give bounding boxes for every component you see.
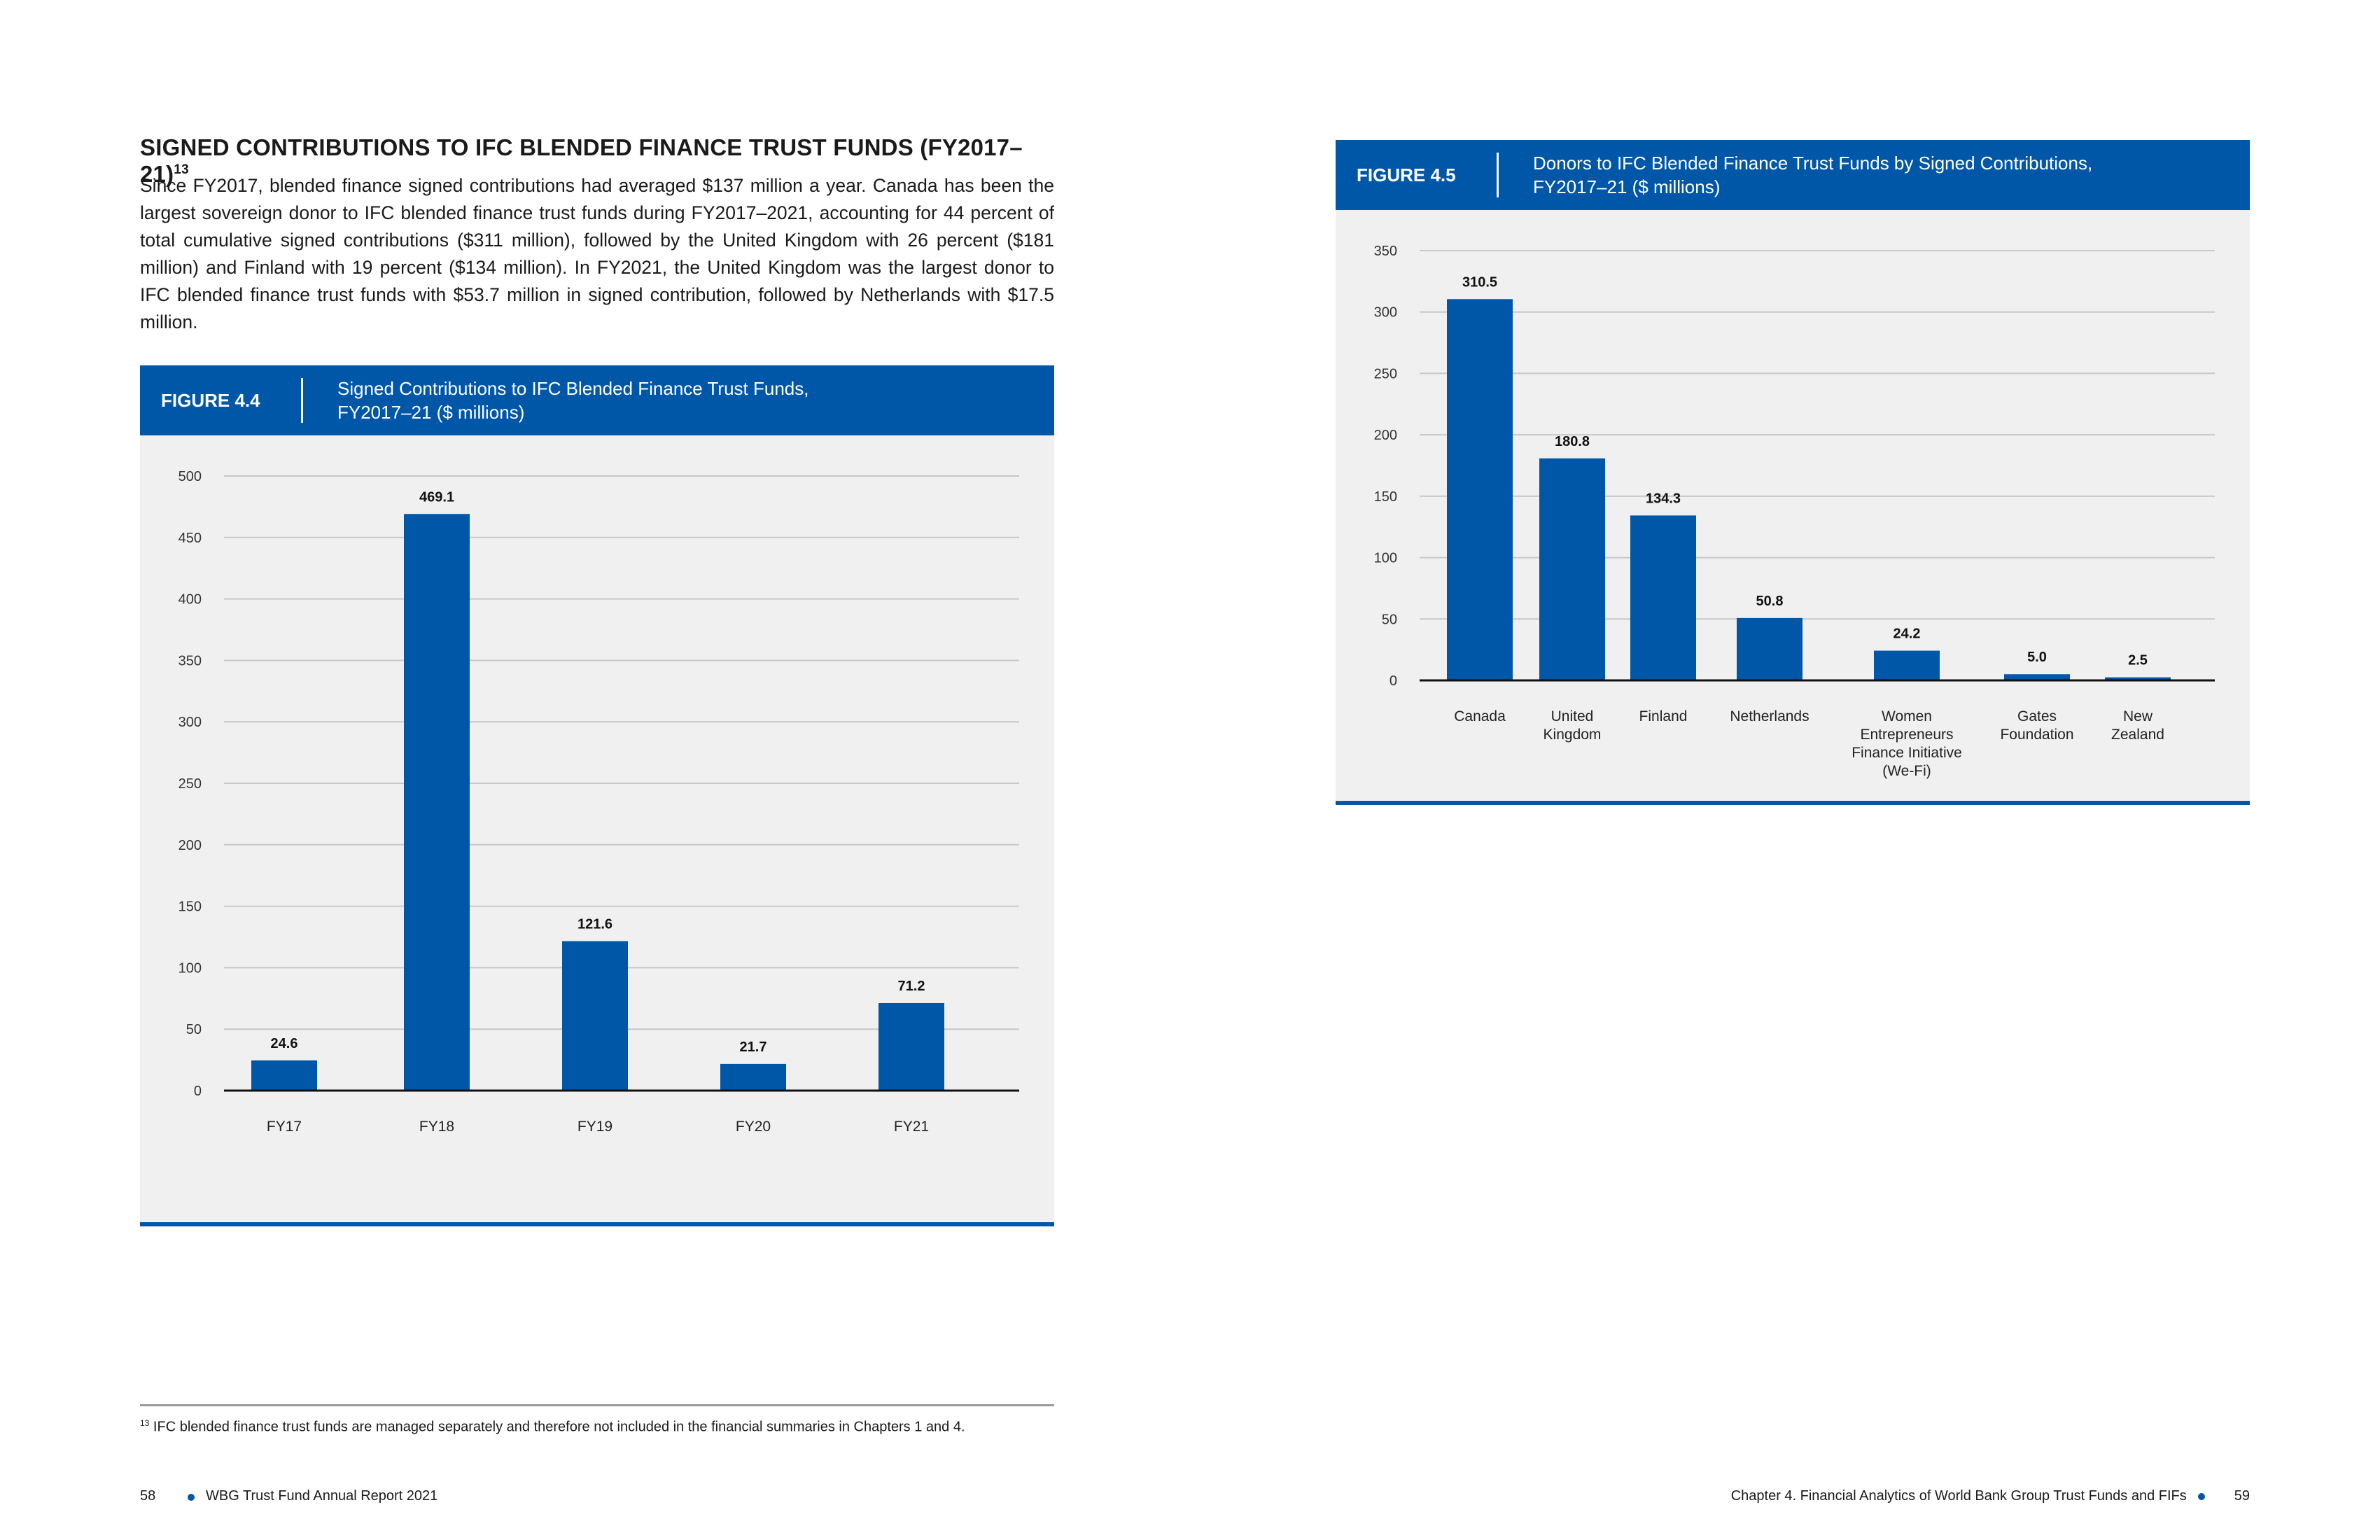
data-label: 50.8 bbox=[1756, 594, 1784, 609]
category-label: Finance Initiative bbox=[1851, 745, 1962, 761]
figure-4-4-bar-chart: 0 50 100 150 200 250 300 350 400 450 500 24.6 FY17 46… bbox=[178, 469, 1019, 1135]
category-label: Canada bbox=[1454, 708, 1506, 724]
figure-4-5-bottom-rule bbox=[1336, 801, 2250, 805]
data-label: 469.1 bbox=[419, 489, 454, 505]
y-tick-label: 350 bbox=[1374, 244, 1397, 259]
y-tick-label: 50 bbox=[186, 1022, 202, 1037]
data-label: 2.5 bbox=[2128, 653, 2148, 668]
category-label: Finland bbox=[1639, 708, 1688, 724]
bar bbox=[1874, 650, 1940, 680]
bar bbox=[251, 1060, 317, 1091]
category-label: Women bbox=[1882, 708, 1932, 724]
footnote-ref: 13 bbox=[140, 1418, 150, 1428]
figure-4-4-header: FIGURE 4.4 Signed Contributions to IFC B… bbox=[140, 365, 1054, 435]
footer-bullet-dot bbox=[188, 1494, 195, 1501]
bar bbox=[720, 1063, 786, 1091]
category-label: Foundation bbox=[2000, 727, 2073, 743]
right-page-number: 59 bbox=[2234, 1488, 2250, 1504]
figure-4-4-chart-panel: 0 50 100 150 200 250 300 350 400 450 500 24.6 FY17 46… bbox=[140, 435, 1054, 1222]
right-footer: Chapter 4. Financial Analytics of World … bbox=[1731, 1488, 2250, 1504]
data-label: 24.6 bbox=[271, 1036, 298, 1051]
section-heading-text: SIGNED CONTRIBUTIONS TO IFC BLENDED FINA… bbox=[140, 134, 1023, 187]
y-tick-label: 100 bbox=[178, 960, 202, 976]
figure-4-4-bottom-rule bbox=[140, 1222, 1054, 1226]
data-label: 310.5 bbox=[1462, 274, 1497, 290]
footer-bullet-dot bbox=[2197, 1492, 2205, 1500]
footnote-text: IFC blended finance trust funds are mana… bbox=[153, 1419, 965, 1435]
category-label: Kingdom bbox=[1544, 727, 1602, 743]
figure-4-5: FIGURE 4.5 Donors to IFC Blended Finance… bbox=[1336, 140, 2250, 805]
figure-4-5-label: FIGURE 4.5 bbox=[1357, 164, 1456, 186]
category-label: FY17 bbox=[267, 1119, 302, 1135]
data-label: 134.3 bbox=[1646, 491, 1681, 506]
heading-footnote-ref[interactable]: 13 bbox=[174, 162, 189, 177]
category-label: FY20 bbox=[736, 1119, 771, 1135]
data-label: 24.2 bbox=[1893, 626, 1921, 642]
data-label: 180.8 bbox=[1555, 434, 1590, 449]
bar bbox=[562, 941, 628, 1091]
category-label: (We-Fi) bbox=[1882, 763, 1931, 779]
figure-4-4-title-line-1: Signed Contributions to IFC Blended Fina… bbox=[337, 378, 809, 399]
category-label: FY19 bbox=[578, 1119, 612, 1135]
section-heading: SIGNED CONTRIBUTIONS TO IFC BLENDED FINA… bbox=[140, 134, 1064, 188]
figure-4-5-title-line-1: Donors to IFC Blended Finance Trust Fund… bbox=[1533, 153, 2093, 174]
footnote-divider bbox=[140, 1404, 1054, 1406]
bar bbox=[404, 514, 470, 1091]
category-label: FY21 bbox=[894, 1119, 929, 1135]
figure-4-4-title-line-2: FY2017–21 ($ millions) bbox=[337, 402, 525, 423]
category-label: Gates bbox=[2017, 708, 2057, 724]
bar bbox=[1630, 515, 1696, 680]
data-label: 5.0 bbox=[2027, 650, 2047, 665]
category-label: Zealand bbox=[2111, 727, 2164, 743]
y-tick-label: 0 bbox=[1390, 673, 1397, 689]
figure-4-5-title-line-2: FY2017–21 ($ millions) bbox=[1533, 176, 1721, 197]
y-tick-label: 450 bbox=[178, 531, 202, 546]
bar bbox=[2105, 677, 2171, 680]
left-page-number: 58 bbox=[140, 1488, 156, 1504]
y-tick-label: 200 bbox=[178, 838, 202, 853]
y-tick-label: 350 bbox=[178, 653, 202, 668]
figure-4-4: FIGURE 4.4 Signed Contributions to IFC B… bbox=[140, 365, 1054, 1226]
y-tick-label: 300 bbox=[1374, 305, 1397, 321]
figure-4-5-divider bbox=[1497, 153, 1499, 197]
figure-4-5-title: Donors to IFC Blended Finance Trust Fund… bbox=[1533, 151, 2092, 199]
y-tick-label: 400 bbox=[178, 592, 202, 608]
y-tick-label: 50 bbox=[1382, 612, 1397, 627]
y-tick-label: 100 bbox=[1374, 551, 1397, 566]
data-label: 71.2 bbox=[898, 979, 925, 994]
figure-4-5-chart-panel: 0 50 100 150 200 250 300 350 310.5 Canada 180.8 Uni… bbox=[1336, 210, 2250, 801]
y-tick-label: 200 bbox=[1374, 428, 1397, 443]
category-label: United bbox=[1551, 708, 1594, 724]
y-tick-label: 500 bbox=[178, 469, 202, 484]
y-tick-label: 150 bbox=[178, 899, 202, 915]
bar bbox=[1539, 458, 1605, 680]
category-label: New bbox=[2123, 708, 2153, 724]
y-tick-label: 300 bbox=[178, 715, 202, 730]
section-body-paragraph: Since FY2017, blended finance signed con… bbox=[140, 175, 1054, 332]
y-tick-label: 250 bbox=[1374, 366, 1397, 382]
figure-4-4-label: FIGURE 4.4 bbox=[161, 390, 260, 411]
bar bbox=[1737, 617, 1802, 680]
y-tick-label: 250 bbox=[178, 776, 202, 792]
bar bbox=[2004, 674, 2070, 680]
right-footer-title: Chapter 4. Financial Analytics of World … bbox=[1730, 1488, 2187, 1504]
y-tick-label: 0 bbox=[194, 1084, 202, 1099]
figure-4-4-divider bbox=[301, 378, 303, 423]
footnote: 13 IFC blended finance trust funds are m… bbox=[140, 1418, 965, 1436]
left-footer-title: WBG Trust Fund Annual Report 2021 bbox=[206, 1488, 438, 1504]
category-label: FY18 bbox=[419, 1119, 454, 1135]
figure-4-4-title: Signed Contributions to IFC Blended Fina… bbox=[337, 377, 808, 424]
bar bbox=[878, 1002, 944, 1091]
category-label: Entrepreneurs bbox=[1860, 727, 1953, 743]
y-tick-label: 150 bbox=[1374, 489, 1397, 505]
figure-4-5-bar-chart: 0 50 100 150 200 250 300 350 310.5 Canada 180.8 Uni… bbox=[1374, 244, 2215, 779]
data-label: 21.7 bbox=[740, 1040, 767, 1055]
category-label: Netherlands bbox=[1730, 708, 1809, 724]
figure-4-5-header: FIGURE 4.5 Donors to IFC Blended Finance… bbox=[1336, 140, 2250, 210]
data-label: 121.6 bbox=[578, 916, 612, 932]
bar bbox=[1447, 299, 1513, 680]
